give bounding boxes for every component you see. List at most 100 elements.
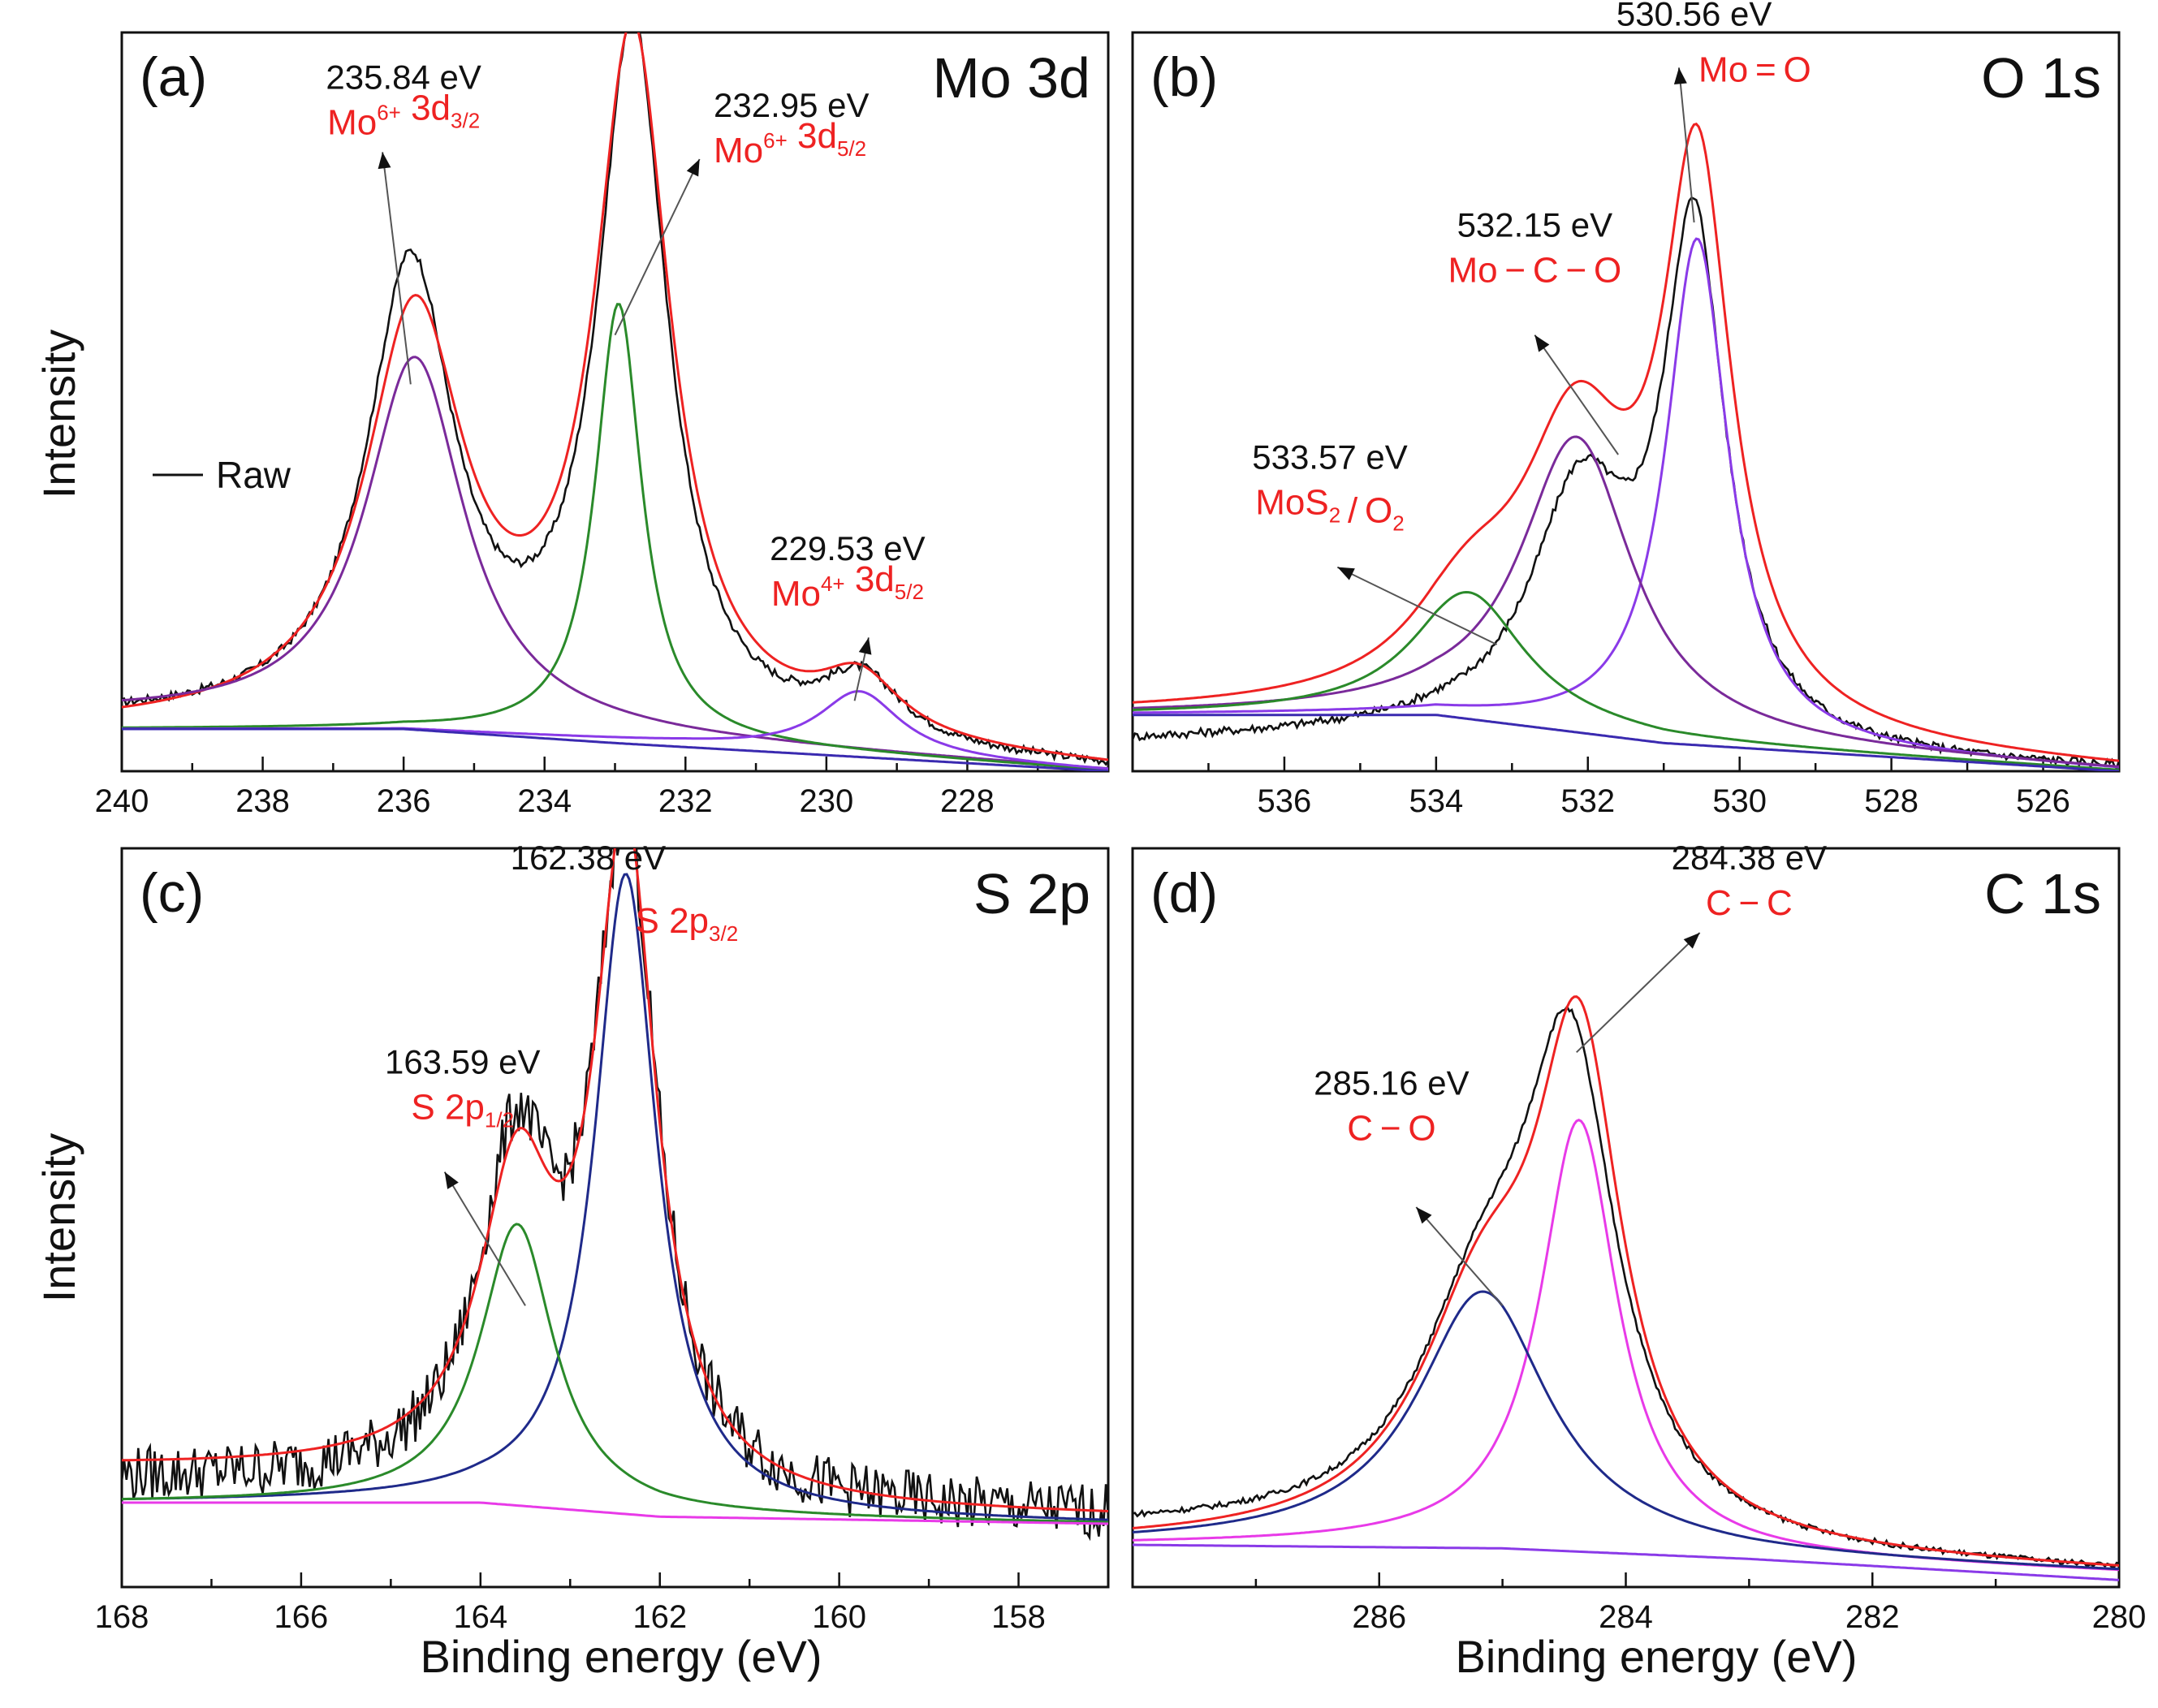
series-background	[122, 727, 1108, 771]
annotation-arrowhead	[378, 152, 391, 170]
series-fit-envelope	[1133, 122, 2119, 762]
annotation-assignment: S 2p3/2	[636, 901, 739, 946]
x-tick-label: 164	[453, 1599, 507, 1635]
annotation-arrowhead	[444, 1171, 459, 1189]
x-tick-label: 228	[940, 783, 995, 819]
plot-frame	[1131, 31, 2121, 773]
series-background	[122, 1501, 1108, 1525]
legend-label: Raw	[216, 454, 291, 496]
panel-title: C 1s	[1984, 862, 2101, 925]
x-tick-label: 166	[274, 1599, 329, 1635]
series-raw	[1133, 196, 2119, 770]
annotation-arrow	[1336, 566, 1498, 645]
series-mo6-3d3-2	[122, 356, 1108, 770]
curves	[122, 32, 1108, 771]
annotation-arrow	[382, 152, 412, 385]
y-axis-title-top: Intensity	[33, 330, 84, 499]
panel-a: 240 238 236 234 232 230 228 (a) Mo 3d Raw 235.84 e…	[95, 31, 1110, 819]
annotation-assignment: C − O	[1347, 1108, 1435, 1148]
y-axis-title-bottom: Intensity	[33, 1133, 84, 1303]
annotation-arrowhead	[1683, 933, 1700, 949]
x-tick-label: 160	[812, 1599, 866, 1635]
annotation-assignment: Mo = O	[1698, 50, 1811, 90]
x-tick-label: 240	[95, 783, 149, 819]
series-mo6-3d5-2	[122, 303, 1108, 771]
curves	[1133, 122, 2119, 771]
annotation-arrowhead	[1673, 67, 1687, 85]
annotation-arrow	[1415, 1206, 1504, 1306]
series-background	[1133, 1543, 2119, 1581]
x-tick-label: 532	[1560, 783, 1615, 819]
series-fit-envelope	[122, 848, 1108, 1512]
annotation-arrow	[1677, 67, 1695, 223]
x-tick-label: 280	[2092, 1599, 2147, 1635]
x-tick-label: 234	[517, 783, 572, 819]
panel-d: 286 284 282 280 (d) C 1s 284.38 eV C − C 285.16 …	[1131, 839, 2147, 1635]
annotation-arrowhead	[686, 159, 700, 177]
series-mos2-o2	[1133, 590, 2119, 771]
annotation-arrow	[443, 1171, 526, 1306]
panels: 240 238 236 234 232 230 228 (a) Mo 3d Raw 235.84 e…	[95, 0, 2147, 1635]
annotation-assignment: C − C	[1706, 883, 1793, 923]
annotation-energy: 533.57 eV	[1252, 438, 1408, 476]
annotation-arrow	[1534, 334, 1619, 455]
x-tick-label: 536	[1258, 783, 1312, 819]
annotation-arrowhead	[858, 637, 872, 655]
series-fit-envelope	[122, 32, 1108, 761]
x-tick-label: 168	[95, 1599, 149, 1635]
series-mo-o	[1133, 237, 2119, 769]
panel-title: Mo 3d	[932, 46, 1090, 110]
annotation-assignment: MoS2 / O2	[1255, 482, 1405, 535]
annotation-arrowhead	[1337, 567, 1355, 580]
x-tick-label: 534	[1409, 783, 1463, 819]
curves	[1133, 995, 2119, 1581]
annotation-energy: 530.56 eV	[1616, 0, 1772, 32]
annotation-energy: 163.59 eV	[385, 1042, 541, 1080]
annotation-assignment: Mo4+ 3d5/2	[771, 559, 924, 614]
series-fit-envelope	[1133, 995, 2119, 1567]
plot-frame	[1131, 847, 2121, 1589]
panel-title: S 2p	[973, 862, 1090, 925]
series-s-2p3-2	[122, 873, 1108, 1521]
panel-label: (c)	[140, 862, 204, 924]
panel-b: 536 534 532 530 528 526 (b) O 1s 530.56 eV Mo = O…	[1131, 0, 2121, 819]
x-tick-label: 230	[799, 783, 853, 819]
annotation-arrow	[1576, 932, 1701, 1054]
series-s-2p1-2	[122, 1223, 1108, 1524]
panel-label: (a)	[140, 46, 207, 108]
series-raw	[122, 32, 1108, 766]
x-tick-label: 284	[1599, 1599, 1653, 1635]
x-tick-label: 236	[377, 783, 431, 819]
annotation-arrowhead	[1534, 334, 1550, 352]
curves	[122, 848, 1108, 1542]
annotation-assignment: Mo6+ 3d5/2	[714, 116, 866, 170]
x-tick-label: 528	[1864, 783, 1918, 819]
series-raw	[122, 848, 1108, 1542]
panel-label: (b)	[1150, 46, 1218, 108]
plot-frame	[120, 847, 1110, 1589]
annotation-energy: 162.38 eV	[511, 839, 667, 877]
x-tick-label: 282	[1845, 1599, 1900, 1635]
annotation-energy: 284.38 eV	[1672, 839, 1828, 877]
x-axis-title-left: Binding energy (eV)	[421, 1631, 822, 1682]
annotation-assignment: S 2p1/2	[411, 1087, 514, 1132]
x-tick-label: 286	[1352, 1599, 1406, 1635]
annotation-assignment: Mo6+ 3d3/2	[327, 88, 480, 142]
annotation-energy: 532.15 eV	[1457, 205, 1613, 244]
annotation-arrow	[614, 158, 701, 336]
x-tick-label: 530	[1712, 783, 1767, 819]
annotation-energy: 235.84 eV	[326, 58, 481, 96]
annotation-energy: 285.16 eV	[1314, 1063, 1470, 1102]
panel-c: 168 166 164 162 160 158 (c) S 2p 162.38 eV S 2p3/…	[95, 839, 1110, 1635]
panel-title: O 1s	[1981, 46, 2101, 110]
x-tick-label: 238	[235, 783, 290, 819]
annotation-assignment: Mo − C − O	[1448, 250, 1621, 290]
series-background	[1133, 714, 2119, 771]
annotation-energy: 229.53 eV	[770, 529, 926, 567]
x-axis-title-right: Binding energy (eV)	[1456, 1631, 1858, 1682]
x-tick-label: 158	[991, 1599, 1046, 1635]
series-c-o	[1133, 1290, 2119, 1571]
annotation-energy: 232.95 eV	[714, 86, 870, 124]
